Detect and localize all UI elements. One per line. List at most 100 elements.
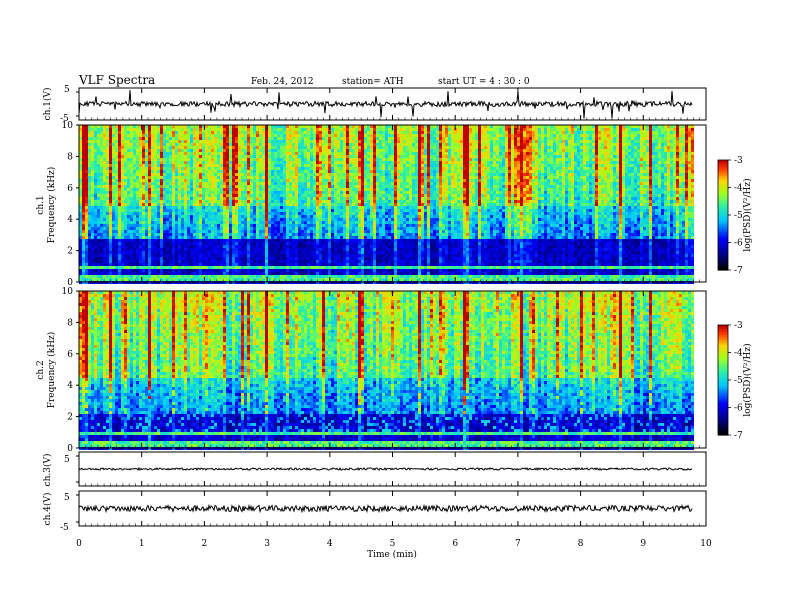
spectrogram-cell	[217, 227, 220, 230]
spectrogram-cell	[232, 278, 235, 281]
spectrogram-cell	[202, 143, 205, 146]
spectrogram-cell	[235, 185, 238, 188]
spectrogram-cell	[109, 269, 112, 272]
spectrogram-cell	[163, 245, 166, 248]
spectrogram-cell	[85, 200, 88, 203]
spectrogram-cell	[217, 164, 220, 167]
spectrogram-cell	[286, 215, 289, 218]
spectrogram-cell	[115, 167, 118, 170]
spectrogram-cell	[208, 251, 211, 254]
spectrogram-cell	[286, 161, 289, 164]
spectrogram-cell	[145, 125, 148, 128]
spectrogram-cell	[259, 158, 262, 161]
spectrogram-cell	[142, 155, 145, 158]
spectrogram-cell	[328, 248, 331, 251]
spectrogram-cell	[286, 197, 289, 200]
spectrogram-cell	[106, 248, 109, 251]
spectrogram-cell	[145, 215, 148, 218]
spectrogram-cell	[184, 188, 187, 191]
spectrogram-cell	[151, 170, 154, 173]
spectrogram-cell	[184, 251, 187, 254]
spectrogram-cell	[304, 173, 307, 176]
spectrogram-cell	[190, 200, 193, 203]
spectrogram-cell	[193, 212, 196, 215]
spectrogram-cell	[178, 200, 181, 203]
spectrogram-cell	[163, 173, 166, 176]
spectrogram-cell	[85, 191, 88, 194]
spectrogram-cell	[295, 134, 298, 137]
spectrogram-cell	[328, 173, 331, 176]
spectrogram-cell	[109, 266, 112, 269]
spectrogram-cell	[334, 221, 337, 224]
spectrogram-cell	[196, 275, 199, 278]
spectrogram-cell	[124, 236, 127, 239]
spectrogram-cell	[139, 161, 142, 164]
spectrogram-cell	[109, 272, 112, 275]
spectrogram-cell	[328, 164, 331, 167]
spectrogram-cell	[148, 260, 151, 263]
spectrogram-cell	[139, 146, 142, 149]
spectrogram-cell	[169, 128, 172, 131]
spectrogram-cell	[325, 179, 328, 182]
spectrogram-cell	[241, 200, 244, 203]
spectrogram-cell	[256, 167, 259, 170]
spectrogram-cell	[355, 278, 358, 281]
spectrogram-cell	[313, 179, 316, 182]
spectrogram-cell	[151, 167, 154, 170]
spectrogram-cell	[151, 257, 154, 260]
spectrogram-cell	[283, 176, 286, 179]
spectrogram-cell	[307, 209, 310, 212]
spectrogram-cell	[244, 218, 247, 221]
spectrogram-cell	[247, 203, 250, 206]
spectrogram-cell	[304, 200, 307, 203]
spectrogram-cell	[256, 131, 259, 134]
spectrogram-cell	[187, 173, 190, 176]
spectrogram-cell	[349, 242, 352, 245]
spectrogram-cell	[94, 197, 97, 200]
spectrogram-cell	[343, 137, 346, 140]
spectrogram-cell	[352, 230, 355, 233]
spectrogram-cell	[199, 248, 202, 251]
spectrogram-cell	[148, 191, 151, 194]
spectrogram-cell	[325, 212, 328, 215]
spectrogram-cell	[121, 233, 124, 236]
spectrogram-cell	[283, 149, 286, 152]
spectrogram-cell	[181, 260, 184, 263]
spectrogram-cell	[247, 146, 250, 149]
spectrogram-cell	[223, 176, 226, 179]
spectrogram-cell	[229, 137, 232, 140]
spectrogram-cell	[196, 179, 199, 182]
spectrogram-cell	[355, 260, 358, 263]
spectrogram-cell	[238, 191, 241, 194]
spectrogram-cell	[220, 227, 223, 230]
spectrogram-cell	[187, 134, 190, 137]
spectrogram-cell	[268, 158, 271, 161]
spectrogram-cell	[211, 161, 214, 164]
spectrogram-cell	[259, 260, 262, 263]
spectrogram-cell	[355, 155, 358, 158]
spectrogram-cell	[115, 212, 118, 215]
spectrogram-cell	[175, 188, 178, 191]
spectrogram-cell	[334, 275, 337, 278]
spectrogram-cell	[298, 146, 301, 149]
spectrogram-cell	[277, 272, 280, 275]
spectrogram-cell	[205, 278, 208, 281]
spectrogram-cell	[283, 140, 286, 143]
spectrogram-cell	[247, 269, 250, 272]
spectrogram-cell	[307, 278, 310, 281]
spectrogram-cell	[121, 167, 124, 170]
spectrogram-cell	[85, 206, 88, 209]
spectrogram-cell	[271, 188, 274, 191]
spectrogram-cell	[313, 206, 316, 209]
spectrogram-cell	[265, 194, 268, 197]
spectrogram-cell	[139, 242, 142, 245]
spectrogram-cell	[133, 134, 136, 137]
spectrogram-cell	[157, 140, 160, 143]
spectrogram-cell	[256, 278, 259, 281]
spectrogram-cell	[202, 260, 205, 263]
spectrogram-cell	[187, 221, 190, 224]
spectrogram-cell	[103, 170, 106, 173]
spectrogram-cell	[205, 230, 208, 233]
spectrogram-cell	[277, 155, 280, 158]
spectrogram-cell	[331, 179, 334, 182]
